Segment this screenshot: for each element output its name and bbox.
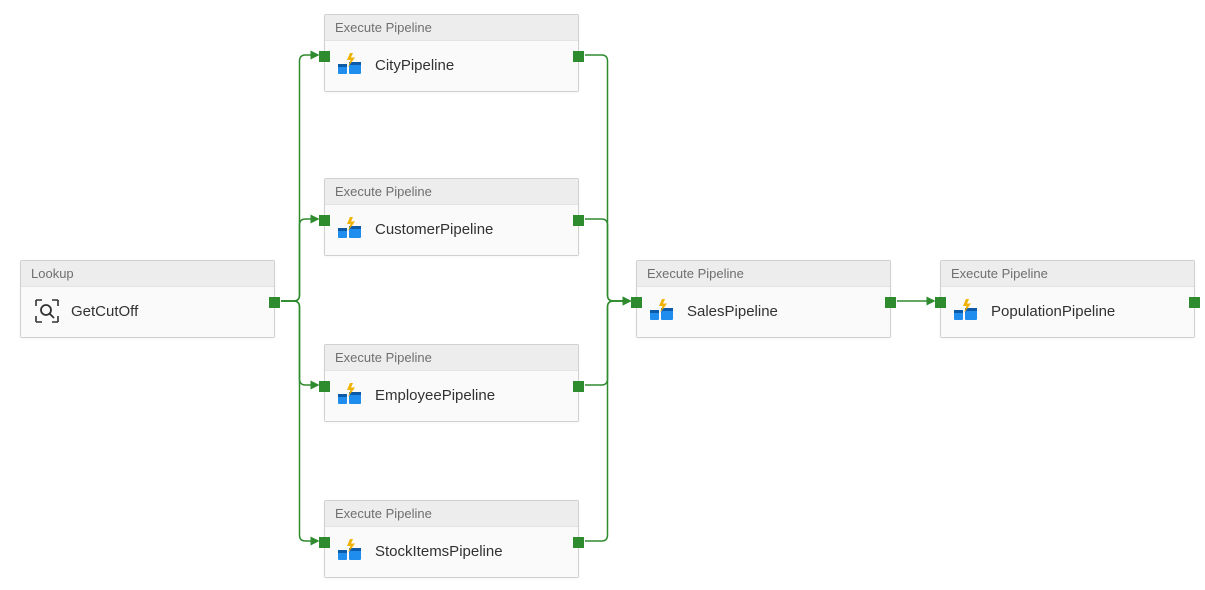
activity-salespipeline[interactable]: Execute Pipeline SalesPipeline [636, 260, 891, 338]
edge-customer-to-sales [585, 219, 630, 301]
input-port[interactable] [319, 215, 330, 226]
edge-employee-to-sales [585, 301, 630, 385]
activity-populationpipeline[interactable]: Execute Pipeline PopulationPipeline [940, 260, 1195, 338]
activity-type-label: Execute Pipeline [325, 179, 578, 205]
input-port[interactable] [319, 51, 330, 62]
input-port[interactable] [319, 381, 330, 392]
activity-type-label: Lookup [21, 261, 274, 287]
lookup-icon [33, 297, 61, 325]
edge-city-to-sales [585, 55, 630, 301]
activity-type-label: Execute Pipeline [637, 261, 890, 287]
output-port[interactable] [573, 537, 584, 548]
activity-customerpipeline[interactable]: Execute Pipeline CustomerPipeline [324, 178, 579, 256]
activity-type-label: Execute Pipeline [325, 501, 578, 527]
activity-title: PopulationPipeline [991, 303, 1115, 320]
activity-employeepipeline[interactable]: Execute Pipeline EmployeePipeline [324, 344, 579, 422]
output-port[interactable] [885, 297, 896, 308]
output-port[interactable] [573, 51, 584, 62]
input-port[interactable] [319, 537, 330, 548]
pipeline-canvas: Lookup GetCutOff Execute Pipeline [0, 0, 1205, 590]
edge-getCutOff-to-customer [281, 219, 318, 301]
edge-getCutOff-to-stockItems [281, 301, 318, 541]
activity-title: StockItemsPipeline [375, 543, 503, 560]
activity-getcutoff[interactable]: Lookup GetCutOff [20, 260, 275, 338]
pipeline-icon [337, 51, 365, 79]
activity-citypipeline[interactable]: Execute Pipeline CityPipeline [324, 14, 579, 92]
edge-stockItems-to-sales [585, 301, 630, 541]
pipeline-icon [337, 381, 365, 409]
pipeline-icon [953, 297, 981, 325]
pipeline-icon [649, 297, 677, 325]
input-port[interactable] [935, 297, 946, 308]
output-port[interactable] [269, 297, 280, 308]
activity-title: GetCutOff [71, 303, 138, 320]
pipeline-icon [337, 215, 365, 243]
input-port[interactable] [631, 297, 642, 308]
output-port[interactable] [573, 381, 584, 392]
activity-title: SalesPipeline [687, 303, 778, 320]
activity-type-label: Execute Pipeline [941, 261, 1194, 287]
activity-title: EmployeePipeline [375, 387, 495, 404]
pipeline-icon [337, 537, 365, 565]
activity-title: CustomerPipeline [375, 221, 493, 238]
activity-title: CityPipeline [375, 57, 454, 74]
edge-getCutOff-to-city [281, 55, 318, 301]
activity-stockitemspipeline[interactable]: Execute Pipeline StockItemsPipeline [324, 500, 579, 578]
edge-getCutOff-to-employee [281, 301, 318, 385]
output-port[interactable] [573, 215, 584, 226]
activity-type-label: Execute Pipeline [325, 345, 578, 371]
output-port[interactable] [1189, 297, 1200, 308]
activity-type-label: Execute Pipeline [325, 15, 578, 41]
